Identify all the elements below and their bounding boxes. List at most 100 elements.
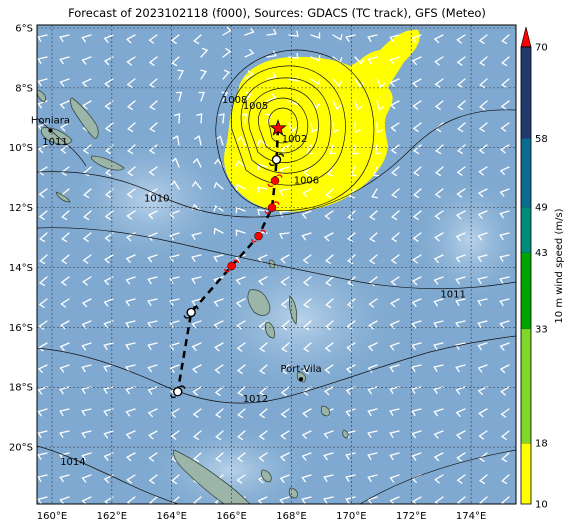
wind-barb	[455, 386, 466, 395]
wind-barb	[279, 188, 290, 196]
wind-barb	[433, 276, 444, 285]
wind-barb	[323, 232, 334, 242]
wind-barb	[60, 298, 70, 308]
wind-barb	[170, 408, 180, 418]
wind-barb	[500, 144, 510, 154]
wind-barb	[323, 496, 334, 504]
island-erromango	[320, 405, 330, 417]
wind-barb	[354, 56, 365, 65]
lat-tick-label: 10°S	[9, 143, 33, 154]
wind-barb	[499, 276, 510, 284]
wind-barb	[500, 122, 510, 132]
wind-barb	[368, 320, 378, 330]
colorbar-segment	[521, 443, 531, 504]
wind-barb	[81, 430, 92, 439]
wind-barb	[323, 474, 334, 482]
wind-barb	[455, 320, 466, 328]
wind-barb	[433, 386, 444, 395]
wind-barb	[236, 452, 246, 462]
wind-barb	[257, 186, 268, 193]
wind-barb	[196, 113, 203, 124]
wind-barb	[148, 78, 158, 89]
wind-barb	[60, 276, 70, 286]
wind-barb	[371, 188, 378, 199]
wind-barb	[126, 56, 136, 66]
tc-symbol-arm	[267, 174, 283, 187]
wind-barb	[81, 342, 92, 351]
wind-barb	[455, 430, 466, 440]
longitude-tick-labels: 160°E 162°E 164°E 166°E 168°E 170°E 172°E 174°E	[37, 511, 487, 522]
wind-barb	[374, 144, 382, 155]
wind-barb	[218, 113, 225, 124]
wind-barb	[103, 386, 114, 394]
wind-barb	[258, 430, 268, 440]
wind-barb	[59, 364, 70, 373]
wind-barb	[103, 276, 114, 286]
wind-barb	[288, 122, 298, 133]
wind-barb	[455, 232, 466, 241]
wind-barb	[126, 188, 136, 198]
wind-barb	[192, 430, 202, 440]
wind-barb	[478, 408, 488, 418]
place-label: Port-Vila	[280, 364, 321, 375]
wind-barb	[257, 496, 268, 504]
island-malekula	[265, 321, 275, 339]
wind-barb	[236, 364, 246, 374]
track-point	[227, 261, 236, 271]
isobar-label: 1010	[144, 194, 169, 205]
wind-barb	[214, 408, 224, 419]
island-tanna	[342, 429, 349, 439]
wind-barb	[192, 496, 202, 504]
wind-barb	[325, 188, 334, 199]
wind-barb	[59, 496, 70, 504]
colorbar: 10 18 33 43 49 58 70 10 m wind speed (m/s)	[520, 26, 565, 511]
wind-barb	[61, 210, 70, 221]
tc-symbol-arm	[268, 153, 285, 167]
wind-barb	[412, 122, 422, 132]
wind-barb	[244, 27, 255, 36]
wind-barb	[434, 496, 444, 504]
wind-barb	[345, 474, 356, 482]
high-wind-area	[224, 29, 420, 212]
wind-barb	[147, 232, 158, 241]
wind-barb	[125, 364, 136, 372]
wind-barb	[389, 364, 400, 373]
wind-barb	[258, 320, 268, 330]
colorbar-tick-labels: 10 18 33 43 49 58 70	[535, 43, 548, 511]
wind-barb	[38, 188, 48, 198]
wind-barb	[191, 342, 202, 351]
wind-barb	[456, 496, 466, 504]
wind-barb	[478, 452, 488, 462]
wind-barb	[411, 56, 422, 66]
wind-barb	[301, 232, 312, 241]
wind-barb	[222, 26, 232, 36]
wind-barb	[332, 122, 340, 133]
wind-barb	[301, 452, 312, 461]
wind-barb	[389, 430, 400, 438]
wind-barb	[501, 56, 510, 67]
wind-barb	[499, 210, 510, 219]
wind-barb	[149, 100, 158, 111]
lon-tick-label: 166°E	[216, 511, 246, 522]
track-point	[271, 155, 282, 165]
wind-shading	[410, 170, 516, 310]
wind-barb	[38, 342, 48, 352]
wind-barb	[301, 188, 312, 198]
wind-barb	[367, 34, 378, 42]
wind-barb	[332, 100, 342, 111]
wind-barb	[214, 342, 224, 352]
wind-barb	[302, 364, 312, 374]
wind-barb	[354, 78, 364, 88]
wind-barb	[147, 408, 158, 418]
wind-barb	[237, 386, 246, 397]
wind-barb	[177, 69, 184, 80]
wind-barb	[266, 50, 277, 58]
wind-barb	[127, 100, 136, 111]
wind-barb	[324, 320, 334, 331]
wind-barb	[104, 100, 114, 110]
wind-barb	[389, 452, 400, 461]
wind-barb	[288, 75, 299, 82]
wind-barb	[434, 166, 444, 177]
wind-barb	[499, 166, 510, 176]
